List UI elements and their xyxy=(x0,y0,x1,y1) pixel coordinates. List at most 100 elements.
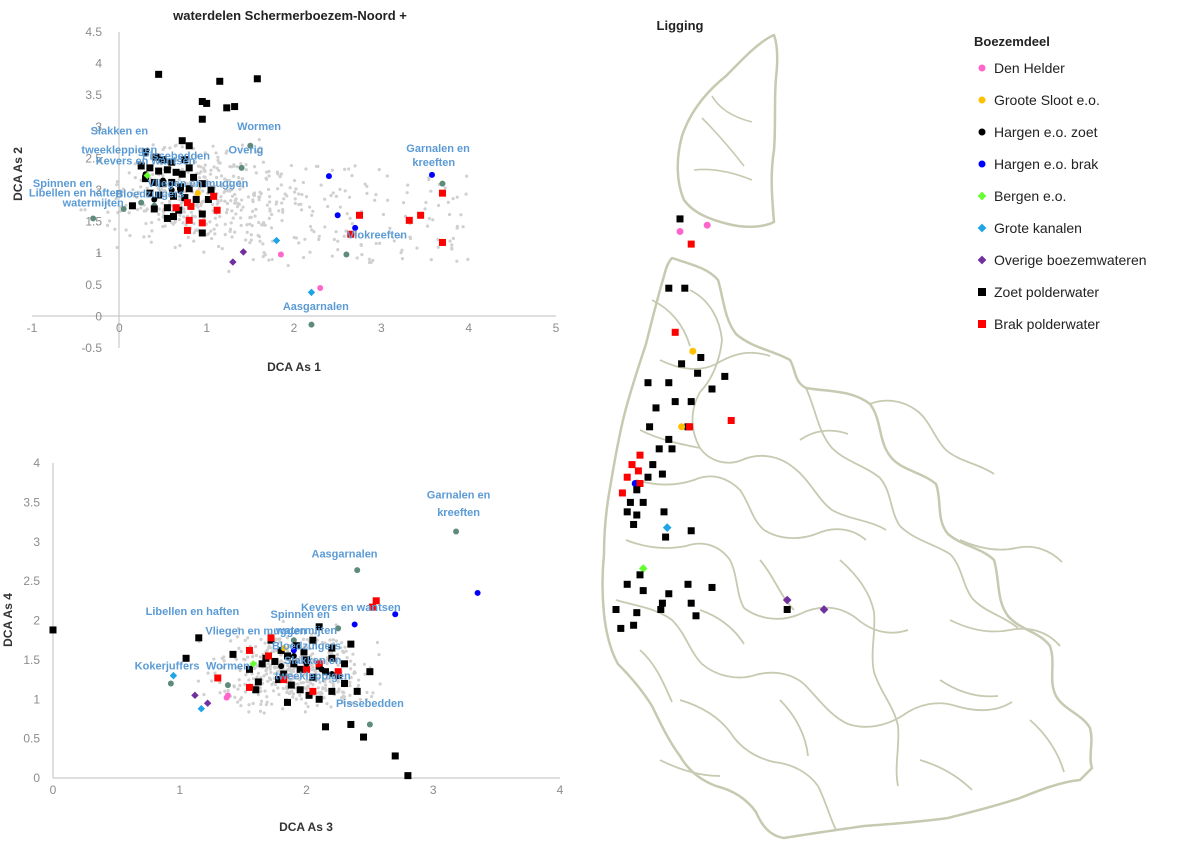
background-point xyxy=(261,223,265,227)
background-point xyxy=(319,183,323,187)
background-point xyxy=(291,695,295,699)
taxon-point xyxy=(335,625,342,632)
point-den-helder xyxy=(317,284,324,291)
background-point xyxy=(313,631,317,636)
background-point xyxy=(244,163,248,167)
background-point xyxy=(231,174,236,178)
point-hargen-e-o-brak xyxy=(474,589,481,596)
legend-marker-bergen-e-o xyxy=(977,191,987,201)
background-point xyxy=(289,678,293,682)
point-bergen-e-o xyxy=(143,171,151,180)
background-point xyxy=(235,635,240,639)
taxon-label: Overig xyxy=(229,144,264,156)
background-point xyxy=(286,663,290,668)
background-point xyxy=(374,241,378,246)
point-zoet-polderwater xyxy=(229,650,237,658)
background-point xyxy=(199,165,203,169)
point-zoet-polderwater xyxy=(391,752,399,760)
background-point xyxy=(230,209,234,213)
background-point xyxy=(213,216,217,220)
point-zoet-polderwater xyxy=(290,660,298,668)
background-point xyxy=(238,184,242,188)
background-point xyxy=(243,682,247,686)
background-point xyxy=(192,222,196,226)
background-point xyxy=(344,649,348,653)
scatter-chart-dca-1-2: waterdelen Schermerboezem-Noord + -1 0 1 2 3… xyxy=(11,8,560,374)
map-point-zoet-polderwater xyxy=(644,473,652,481)
point-brak-polderwater xyxy=(183,199,191,207)
background-point xyxy=(261,242,265,246)
background-point xyxy=(270,702,274,706)
background-point xyxy=(124,203,128,207)
background-point xyxy=(386,198,390,202)
y-tick-label: 0.5 xyxy=(85,278,102,292)
background-point xyxy=(335,652,340,657)
taxon-label: Wormen xyxy=(237,121,281,133)
background-point xyxy=(190,214,195,218)
background-point xyxy=(192,183,197,188)
point-zoet-polderwater xyxy=(181,156,189,164)
background-point xyxy=(259,637,263,641)
point-groote-sloot-e-o xyxy=(194,190,201,197)
background-point xyxy=(96,187,100,191)
background-point xyxy=(203,151,207,155)
background-point xyxy=(267,174,271,178)
background-point xyxy=(233,695,237,699)
point-zoet-polderwater xyxy=(168,178,176,186)
map-point-zoet-polderwater xyxy=(652,404,660,412)
background-point xyxy=(288,186,292,190)
annotation-labels: Garnalen en kreeften Aasgarnalen Libellen e… xyxy=(135,489,491,710)
background-point xyxy=(292,674,296,678)
point-zoet-polderwater xyxy=(360,733,368,741)
background-point xyxy=(219,174,224,178)
background-point xyxy=(369,694,374,699)
background-point xyxy=(348,684,352,688)
map-point-zoet-polderwater xyxy=(649,461,657,469)
background-point xyxy=(311,662,315,666)
background-point xyxy=(351,652,355,656)
background-point xyxy=(121,187,125,191)
map-point-zoet-polderwater xyxy=(657,606,665,613)
background-point xyxy=(436,238,440,242)
map-point-zoet-polderwater xyxy=(630,621,638,629)
background-point xyxy=(223,199,227,203)
background-point xyxy=(177,198,181,202)
background-point xyxy=(267,676,272,680)
background-point xyxy=(287,644,291,648)
taxon-point xyxy=(308,321,315,328)
background-point xyxy=(216,155,220,159)
legend-item-zoet-polderwater: Zoet polderwater xyxy=(978,284,1099,300)
background-point xyxy=(214,151,218,155)
background-point xyxy=(345,656,349,660)
background-point xyxy=(261,160,265,164)
background-point xyxy=(377,168,381,172)
point-hargen-e-o-zoet xyxy=(278,663,285,670)
background-point xyxy=(271,689,276,693)
point-zoet-polderwater xyxy=(176,183,184,191)
legend-marker-hargen-e-o-brak xyxy=(978,160,986,168)
background-point xyxy=(157,217,161,222)
background-point xyxy=(315,703,319,708)
background-point xyxy=(120,190,124,194)
point-zoet-polderwater xyxy=(253,75,261,83)
background-point xyxy=(323,659,327,664)
background-point xyxy=(220,184,224,188)
legend-item-grote-kanalen: Grote kanalen xyxy=(977,220,1082,236)
taxon-label: Slakken en xyxy=(91,125,149,137)
legend-item-den-helder: Den Helder xyxy=(978,60,1065,76)
point-zoet-polderwater xyxy=(287,681,295,689)
background-point xyxy=(229,639,233,643)
legend-marker-zoet-polderwater xyxy=(978,288,986,296)
background-point xyxy=(342,700,346,705)
point-zoet-polderwater xyxy=(155,70,163,78)
background-point xyxy=(212,227,216,231)
background-point xyxy=(365,184,369,188)
point-zoet-polderwater xyxy=(366,668,374,676)
legend-label: Groote Sloot e.o. xyxy=(994,92,1100,108)
background-point xyxy=(275,666,280,670)
point-overige-boezemwateren xyxy=(191,691,199,700)
point-zoet-polderwater xyxy=(142,148,150,156)
point-zoet-polderwater xyxy=(300,648,308,656)
legend-marker-grote-kanalen xyxy=(977,223,987,233)
background-point xyxy=(269,670,273,675)
